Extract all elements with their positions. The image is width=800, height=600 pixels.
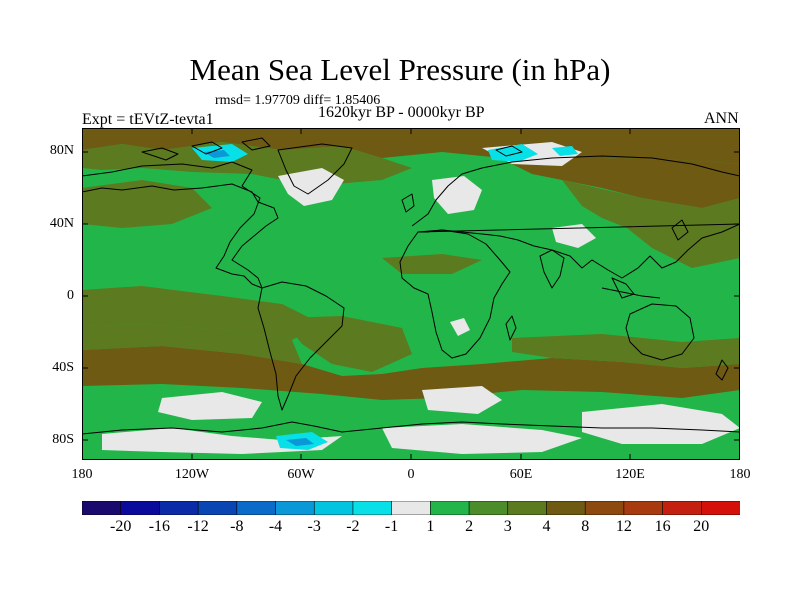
lat-label: 40N [49,216,74,231]
lon-label: 180 [729,467,751,482]
pressure-map [82,128,740,460]
colorbar-label: 3 [503,518,512,535]
field-southern-brown [82,346,740,400]
colorbar-swatch [236,501,277,515]
colorbar-label: 8 [581,518,590,535]
field-white-africa [450,318,470,336]
colorbar-swatch [352,501,393,515]
lat-label: 80N [49,143,74,158]
period-label: 1620kyr BP - 0000kyr BP [318,104,485,121]
coast-indonesia [601,277,661,299]
colorbar-label: -16 [148,518,171,535]
lon-label: 60E [509,467,533,482]
coast-japan [671,219,689,241]
field-pacific-olive [82,180,212,228]
colorbar-swatch [700,501,740,515]
coast-australia [625,303,695,361]
lon-label: 0 [407,467,415,482]
field-white-pacific-s [158,392,262,420]
map-title: Mean Sea Level Pressure (in hPa) [189,52,611,87]
colorbar-swatch [159,501,199,515]
colorbar-label: -3 [307,518,321,535]
colorbar-label: 1 [426,518,435,535]
experiment-label: Expt = tEVtZ-tevta1 [82,111,214,128]
field-indian-olive [512,334,740,368]
colorbar-label: -1 [384,518,399,535]
colorbar-swatch [391,501,431,515]
colorbar-swatch [662,501,702,515]
colorbar-swatch [584,501,625,515]
lon-label: 180 [71,467,93,482]
field-tropical-olive [82,286,322,340]
coast-greenland [277,143,353,195]
colorbar-label: 12 [615,518,632,535]
colorbar [82,501,740,515]
field-atlantic-olive [382,254,482,274]
colorbar-swatch [82,501,122,515]
lat-label: 0 [67,288,74,303]
colorbar-label: -8 [230,518,244,535]
colorbar-label: -4 [268,518,283,535]
field-white-greenland [278,168,344,206]
coast-india [539,249,565,289]
season-label: ANN [704,110,739,127]
colorbar-swatch [313,501,354,515]
stats-text: rmsd= 1.97709 diff= 1.85406 [215,93,381,108]
field-white-asia [552,224,596,248]
coast-eurasia [411,155,740,279]
lon-label: 120E [615,467,645,482]
colorbar-swatch [623,501,664,515]
lat-label: 80S [52,432,74,447]
field-white-atlantic-s [422,386,502,414]
colorbar-label: 2 [465,518,474,535]
colorbar-label: -2 [346,518,360,535]
field-siberia-brown [512,158,740,208]
colorbar-swatch [507,501,548,515]
field-white-antarctic-e [382,424,582,454]
colorbar-swatch [430,501,470,515]
coast-new-zealand [715,359,729,381]
colorbar-label: 16 [654,518,671,535]
colorbar-swatch [120,501,161,515]
field-samerica-olive [282,316,412,372]
colorbar-label: -20 [110,518,132,535]
field-cyan-siberia-2 [552,146,578,156]
field-white-indian-s [582,404,740,444]
colorbar-swatch [197,501,238,515]
coast-arctic-islands [141,137,523,161]
field-southern-olive [82,324,302,364]
colorbar-label: 20 [693,518,710,535]
field-blue-antarctic [286,438,314,446]
colorbar-label: 4 [542,518,551,535]
lat-label: 40S [52,360,74,375]
lon-label: 60W [287,467,315,482]
coast-south-america [257,281,345,411]
field-asia-olive [562,180,740,268]
coast-africa [399,229,511,359]
lon-label: 120W [174,467,210,482]
colorbar-swatch [275,501,315,515]
field-white-europe [432,176,482,214]
coast-madagascar [505,315,517,341]
coast-uk [401,193,415,213]
coast-antarctica [82,421,740,435]
colorbar-swatch [468,501,509,515]
colorbar-label: -12 [187,518,209,535]
colorbar-swatch [546,501,586,515]
